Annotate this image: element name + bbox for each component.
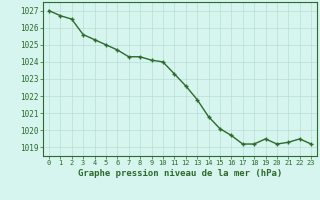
X-axis label: Graphe pression niveau de la mer (hPa): Graphe pression niveau de la mer (hPa)	[78, 169, 282, 178]
